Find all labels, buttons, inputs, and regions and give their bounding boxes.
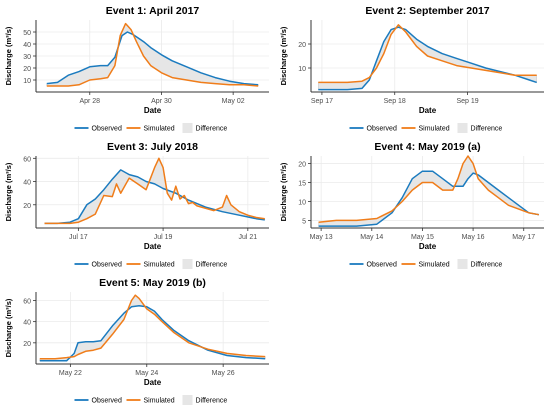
x-tick-label: Jul 21 [238,234,257,241]
chart-event-5: Event 5: May 2019 (b) 20 40 60 May 22 May 24 M… [4,277,269,405]
y-tick-label: 10 [23,78,31,85]
x-tick-label: Sep 18 [384,98,406,105]
x-tick-label: Sep 17 [311,98,333,105]
legend-observed-label: Observed [92,126,122,133]
legend-difference-swatch [182,259,193,269]
x-tick-label: May 14 [360,234,383,241]
legend-difference-label: Difference [196,398,228,405]
x-tick-label: May 17 [512,234,535,241]
chart-title: Event 1: April 2017 [106,5,200,17]
y-tick-label: 50 [23,30,31,37]
legend-difference-label: Difference [471,262,503,269]
chart-title: Event 3: July 2018 [107,141,198,153]
difference-band [318,156,539,227]
y-tick-label: 60 [23,156,31,163]
legend-difference-swatch [457,123,468,133]
legend-simulated-label: Simulated [144,398,175,405]
legend-simulated-label: Simulated [144,126,175,133]
y-tick-label: 20 [298,42,306,49]
x-tick-label: May 24 [135,370,158,377]
x-tick-label: Apr 30 [151,98,172,105]
x-tick-label: May 22 [59,370,82,377]
chart-event-1: Event 1: April 2017 10 20 30 40 50 Apr 28 Apr 3… [4,5,269,133]
legend-observed-label: Observed [367,262,397,269]
y-tick-label: 10 [298,66,306,73]
x-axis-label: Date [419,106,437,115]
y-tick-label: 20 [298,162,306,169]
x-tick-label: Jul 17 [69,234,88,241]
difference-band [318,24,537,90]
y-tick-label: 40 [23,42,31,49]
difference-band [39,295,266,362]
x-tick-label: May 02 [222,98,245,105]
chart-event-4: Event 4: May 2019 (a) 5 10 15 20 May 13 May 14… [279,141,544,269]
x-axis-label: Date [144,106,162,115]
x-tick-label: May 26 [212,370,235,377]
chart-event-2: Event 2: September 2017 10 20 Sep 17 Sep 18 S… [279,5,544,133]
x-axis-label: Date [144,378,162,387]
legend-observed-label: Observed [92,398,122,405]
legend-observed-label: Observed [367,126,397,133]
chart-title: Event 2: September 2017 [365,5,489,17]
x-axis-label: Date [419,242,437,251]
observed-line [39,305,266,362]
legend-difference-label: Difference [196,126,228,133]
x-tick-label: May 16 [462,234,485,241]
y-tick-label: 5 [302,218,306,225]
x-tick-label: May 15 [411,234,434,241]
legend-simulated-label: Simulated [144,262,175,269]
x-tick-label: Apr 28 [79,98,100,105]
y-axis-label: Discharge (m³/s) [4,26,13,85]
legend-simulated-label: Simulated [419,126,450,133]
observed-line [46,31,259,86]
legend-difference-label: Difference [471,126,503,133]
y-axis-label: Discharge (m³/s) [279,26,288,85]
chart-title: Event 4: May 2019 (a) [374,141,480,153]
simulated-line [39,294,266,360]
legend-difference-label: Difference [196,262,228,269]
legend-difference-swatch [182,395,193,405]
simulated-line [318,155,540,224]
chart-event-3: Event 3: July 2018 20 40 60 Jul 17 Jul 19 Jul … [4,141,269,269]
y-tick-label: 20 [23,66,31,73]
y-tick-label: 60 [23,298,31,305]
y-tick-label: 15 [298,181,306,188]
x-axis-label: Date [144,242,162,251]
x-tick-label: Sep 19 [456,98,478,105]
x-tick-label: Jul 19 [154,234,173,241]
y-tick-label: 10 [298,199,306,206]
simulated-line [318,24,537,84]
simulated-line [46,22,259,87]
y-axis-label: Discharge (m³/s) [279,162,288,221]
legend-difference-swatch [182,123,193,133]
x-tick-label: May 13 [310,234,333,241]
y-tick-label: 20 [23,203,31,210]
y-tick-label: 30 [23,54,31,61]
y-tick-label: 40 [23,320,31,327]
legend-difference-swatch [457,259,468,269]
y-tick-label: 40 [23,180,31,187]
legend-observed-label: Observed [92,262,122,269]
chart-title: Event 5: May 2019 (b) [99,277,206,289]
simulated-line [44,157,265,225]
legend-simulated-label: Simulated [419,262,450,269]
observed-line [318,170,540,227]
observed-line [318,26,537,91]
y-tick-label: 20 [23,341,31,348]
difference-band [46,23,259,87]
y-axis-label: Discharge (m³/s) [4,162,13,221]
y-axis-label: Discharge (m³/s) [4,298,13,357]
